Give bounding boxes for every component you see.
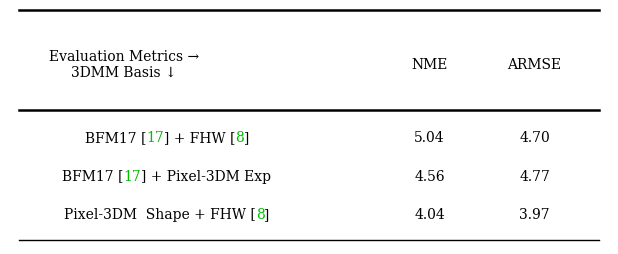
Text: 3.97: 3.97	[519, 208, 550, 222]
Text: 17: 17	[124, 169, 142, 184]
Text: ] + FHW [: ] + FHW [	[164, 131, 235, 146]
Text: Evaluation Metrics →
3DMM Basis ↓: Evaluation Metrics → 3DMM Basis ↓	[49, 50, 198, 80]
Text: 8: 8	[235, 131, 243, 146]
Text: 17: 17	[146, 131, 164, 146]
Text: ]: ]	[265, 208, 270, 222]
Text: 4.77: 4.77	[519, 169, 550, 184]
Text: ARMSE: ARMSE	[507, 58, 562, 72]
Text: NME: NME	[412, 58, 447, 72]
Text: Pixel-3DM  Shape + FHW [: Pixel-3DM Shape + FHW [	[64, 208, 256, 222]
Text: BFM17 [: BFM17 [	[85, 131, 146, 146]
Text: 8: 8	[256, 208, 265, 222]
Text: 5.04: 5.04	[414, 131, 445, 146]
Text: BFM17 [: BFM17 [	[62, 169, 124, 184]
Text: ]: ]	[243, 131, 249, 146]
Text: 4.56: 4.56	[414, 169, 445, 184]
Text: ] + Pixel-3DM Exp: ] + Pixel-3DM Exp	[142, 169, 271, 184]
Text: 4.70: 4.70	[519, 131, 550, 146]
Text: 4.04: 4.04	[414, 208, 445, 222]
